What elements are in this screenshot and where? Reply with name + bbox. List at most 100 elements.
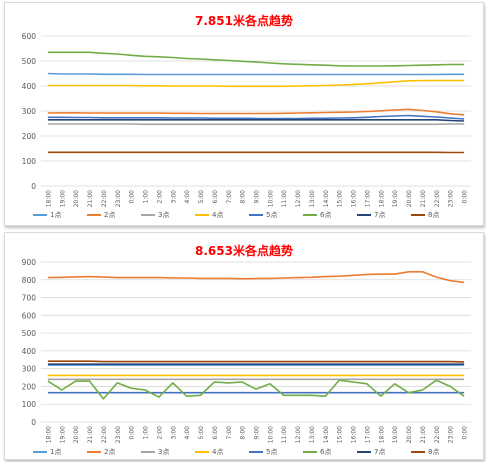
legend-swatch [303, 214, 317, 216]
chart-2-y-tick-label: 900 [22, 258, 37, 267]
chart-panel-1: 0 100 200 300 400 500 600 18:00 19:00 20:00 21:00 2… [4, 2, 484, 226]
chart-1-x-tick-label: 9:00 [254, 190, 261, 204]
legend-item: 5点 [249, 210, 303, 220]
legend-item: 2点 [87, 447, 141, 457]
legend-swatch [411, 214, 425, 216]
chart-1-y-tick-label: 200 [22, 132, 37, 141]
legend-swatch [33, 451, 47, 453]
legend-label: 4点 [212, 211, 224, 219]
legend-label: 2点 [104, 448, 116, 456]
chart-1-x-tick-label: 7:00 [226, 190, 233, 204]
legend-swatch [249, 214, 263, 216]
legend-item: 8点 [411, 210, 465, 220]
chart-1-series-line-5 [47, 114, 465, 120]
chart-1-x-tick-label: 2:00 [156, 190, 163, 204]
chart-1-x-tick-label: 22:00 [434, 190, 441, 207]
chart-1-x-tick-label: 11:00 [281, 190, 288, 207]
legend-item: 7点 [357, 447, 411, 457]
chart-2-x-tick-label: 12:00 [295, 426, 302, 443]
legend-label: 8点 [428, 211, 440, 219]
chart-2-x-tick-label: 8:00 [240, 426, 247, 440]
chart-2-x-tick-label: 23:00 [115, 426, 122, 443]
chart-1-x-tick-label: 0:00 [129, 190, 136, 204]
chart-2-x-tick-label: 0:00 [462, 426, 469, 440]
chart-1-x-tick-label: 23:00 [448, 190, 455, 207]
legend-label: 8点 [428, 448, 440, 456]
chart-2-x-tick-label: 7:00 [226, 426, 233, 440]
chart-1-x-tick-label: 15:00 [337, 190, 344, 207]
legend-item: 5点 [249, 447, 303, 457]
chart-1-x-tick-label: 18:00 [378, 190, 385, 207]
legend-swatch [87, 451, 101, 453]
chart-1-x-tick-label: 13:00 [309, 190, 316, 207]
legend-label: 7点 [374, 211, 386, 219]
chart-1-y-tick-label: 100 [22, 157, 37, 166]
chart-2-x-tick-label: 10:00 [267, 426, 274, 443]
chart-1-y-tick-label: 300 [22, 107, 37, 116]
chart-2-title: 8.653米各点趋势 [195, 244, 293, 258]
chart-1-x-tick-label: 20:00 [73, 190, 80, 207]
legend-item: 1点 [33, 210, 87, 220]
chart-2-x-tick-label: 11:00 [281, 426, 288, 443]
chart-1-x-tick-label: 22:00 [101, 190, 108, 207]
chart-2-y-tick-label: 800 [22, 276, 37, 285]
chart-2-x-tick-label: 1:00 [143, 426, 150, 440]
legend-label: 7点 [374, 448, 386, 456]
legend-item: 2点 [87, 210, 141, 220]
chart-2-x-tick-label: 23:00 [448, 426, 455, 443]
chart-1-x-tick-label: 21:00 [420, 190, 427, 207]
chart-1-x-tick-label: 20:00 [406, 190, 413, 207]
chart-1-x-tick-label: 19:00 [59, 190, 66, 207]
chart-1-series-line-1 [47, 72, 465, 76]
chart-1-series-line-7 [47, 119, 465, 122]
legend-label: 1点 [50, 448, 62, 456]
chart-2-x-tick-label: 3:00 [170, 426, 177, 440]
chart-1-legend: 1点 2点 3点 4点 5点 6点 7点 8点 [33, 210, 465, 220]
chart-2-x-tick-label: 20:00 [73, 426, 80, 443]
chart-2-y-tick-label: 100 [22, 400, 37, 409]
chart-1-x-tick-label: 12:00 [295, 190, 302, 207]
legend-swatch [195, 451, 209, 453]
chart-2-x-tick-label: 13:00 [309, 426, 316, 443]
chart-2-y-tick-label: 300 [22, 365, 37, 374]
chart-2-legend: 1点 2点 3点 4点 5点 6点 7点 8点 [33, 447, 465, 457]
legend-item: 4点 [195, 447, 249, 457]
legend-item: 6点 [303, 447, 357, 457]
legend-swatch [195, 214, 209, 216]
chart-2-x-tick-label: 20:00 [406, 426, 413, 443]
legend-swatch [33, 214, 47, 216]
legend-item: 4点 [195, 210, 249, 220]
legend-label: 4点 [212, 448, 224, 456]
chart-2-y-tick-label: 600 [22, 311, 37, 320]
legend-label: 3点 [158, 211, 170, 219]
chart-1-x-tick-label: 6:00 [212, 190, 219, 204]
legend-label: 3点 [158, 448, 170, 456]
chart-2-series-line-8 [47, 360, 465, 363]
legend-label: 5点 [266, 211, 278, 219]
chart-2-x-tick-label: 18:00 [378, 426, 385, 443]
legend-item: 7点 [357, 210, 411, 220]
chart-2-x-tick-label: 22:00 [434, 426, 441, 443]
chart-2-x-tick-label: 19:00 [392, 426, 399, 443]
chart-2-y-tick-label: 400 [22, 347, 37, 356]
chart-2-x-tick-label: 19:00 [59, 426, 66, 443]
chart-2-x-tick-label: 21:00 [87, 426, 94, 443]
chart-1-x-tick-label: 4:00 [184, 190, 191, 204]
chart-1-x-tick-label: 1:00 [143, 190, 150, 204]
legend-item: 1点 [33, 447, 87, 457]
legend-label: 5点 [266, 448, 278, 456]
chart-1-y-tick-label: 600 [22, 32, 37, 41]
chart-2-x-tick-label: 17:00 [364, 426, 371, 443]
chart-2-x-tick-label: 6:00 [212, 426, 219, 440]
chart-1-y-tick-label: 0 [31, 182, 36, 191]
chart-1-series-line-6 [47, 51, 465, 67]
chart-1-x-tick-label: 8:00 [240, 190, 247, 204]
chart-1-x-tick-label: 19:00 [392, 190, 399, 207]
chart-2-x-tick-label: 2:00 [156, 426, 163, 440]
chart-2-series-line-2 [47, 270, 465, 284]
chart-2-x-tick-label: 0:00 [129, 426, 136, 440]
chart-1-plot: 0 100 200 300 400 500 600 18:00 19:00 20:00 21:00 2… [22, 32, 471, 207]
legend-swatch [87, 214, 101, 216]
legend-label: 1点 [50, 211, 62, 219]
legend-item: 6点 [303, 210, 357, 220]
